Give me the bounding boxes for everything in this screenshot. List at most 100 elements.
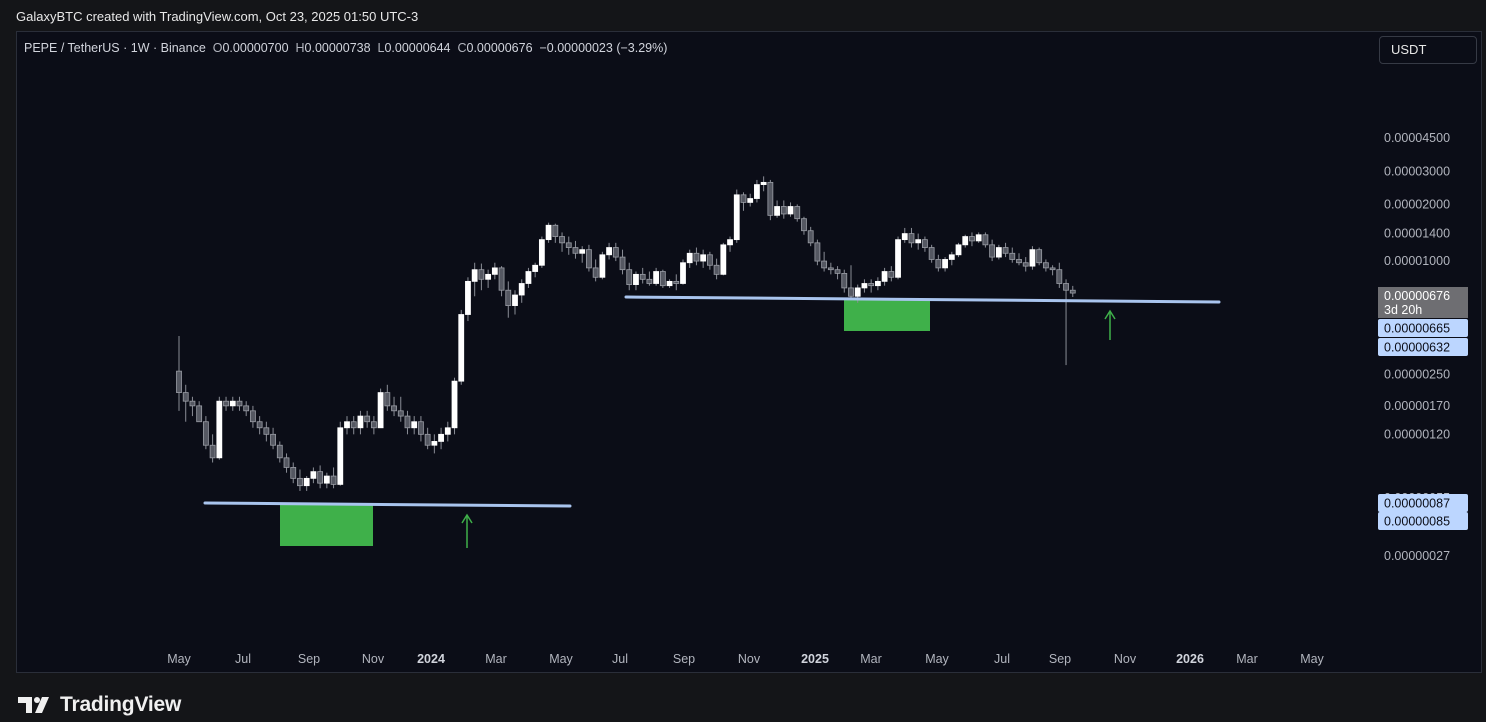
- x-axis-label: Sep: [673, 652, 695, 666]
- open-value: 0.00000700: [222, 41, 289, 55]
- y-axis-label: 0.00003000: [1384, 164, 1450, 178]
- candle-body: [955, 244, 962, 256]
- candle-body: [498, 267, 505, 291]
- price-tag-countdown: 3d 20h: [1384, 303, 1422, 317]
- candle-body: [908, 233, 915, 244]
- candle-body: [834, 269, 841, 274]
- candle-body: [1049, 267, 1056, 271]
- candle-body: [545, 224, 552, 241]
- attribution-text: GalaxyBTC created with TradingView.com, …: [16, 9, 419, 24]
- candle-body: [276, 444, 283, 459]
- candle-body: [485, 273, 492, 280]
- level-tag-bg: [1378, 319, 1468, 337]
- candle-body: [700, 254, 707, 262]
- candle-body: [922, 239, 928, 248]
- y-axis-label: 0.00000170: [1384, 399, 1450, 413]
- candle-body: [478, 269, 485, 280]
- candle-body: [451, 380, 458, 429]
- level-tag: 0.00000085: [1378, 512, 1468, 530]
- candle-body: [370, 421, 377, 429]
- candle-body: [223, 400, 229, 407]
- x-axis-label: Nov: [1114, 652, 1137, 666]
- candle-body: [303, 477, 310, 487]
- level-tag-value: 0.00000087: [1384, 497, 1450, 511]
- candle-body: [229, 400, 236, 407]
- candle-body: [525, 271, 532, 284]
- high-label: H: [295, 41, 305, 55]
- candle-body: [848, 287, 854, 297]
- candle-body: [881, 271, 888, 282]
- tradingview-logo-icon: [18, 697, 49, 713]
- candle-body: [377, 392, 384, 429]
- price-tag-bg: [1378, 287, 1468, 318]
- candle-body: [814, 242, 821, 262]
- candle-body: [297, 477, 303, 487]
- level-tag-value: 0.00000632: [1384, 341, 1450, 355]
- candle-body: [915, 239, 922, 244]
- close-label: C: [457, 41, 467, 55]
- chart-panel[interactable]: [16, 31, 1482, 673]
- candle-body: [572, 247, 579, 254]
- candle-body: [209, 444, 216, 459]
- candle-body: [868, 283, 875, 287]
- candle-body: [317, 471, 324, 484]
- candle-body: [552, 224, 559, 237]
- close-value: 0.00000676: [466, 41, 533, 55]
- candle-body: [612, 247, 619, 258]
- candle-body: [666, 280, 673, 287]
- x-axis-label: Sep: [298, 652, 320, 666]
- candle-body: [243, 405, 250, 412]
- candle-body: [693, 252, 700, 262]
- candle-body: [821, 260, 828, 269]
- candle-body: [444, 427, 451, 435]
- x-axis-label: Jul: [235, 652, 251, 666]
- footer-brand[interactable]: TradingView: [18, 692, 181, 718]
- candle-body: [344, 421, 350, 429]
- candle-body: [256, 421, 263, 429]
- candle-body: [740, 194, 747, 203]
- support-line-2025: [624, 295, 1221, 304]
- support-line-2023: [203, 501, 572, 508]
- candle-body: [559, 236, 565, 244]
- candle-body: [404, 415, 411, 429]
- candle-body: [532, 264, 539, 272]
- candle-body: [270, 433, 276, 446]
- y-axis-label: 0.00000120: [1384, 427, 1450, 441]
- candle-body: [538, 239, 545, 266]
- candle-body: [592, 267, 599, 278]
- candle-body: [512, 294, 518, 306]
- candle-body: [841, 272, 848, 289]
- candle-body: [1056, 269, 1063, 284]
- y-axis-label: 0.00001400: [1384, 227, 1450, 241]
- candle-body: [1042, 262, 1049, 269]
- candle-body: [310, 471, 317, 479]
- candle-body: [935, 259, 942, 269]
- candle-body: [337, 427, 344, 485]
- candle-body: [942, 259, 948, 269]
- currency-button[interactable]: USDT: [1379, 36, 1477, 64]
- candle-body: [754, 184, 760, 199]
- candle-body: [357, 415, 364, 429]
- x-axis-label: Mar: [860, 652, 882, 666]
- candle-body: [586, 249, 592, 269]
- accumulation-zone-highlight: [280, 504, 373, 546]
- x-axis-label: Nov: [738, 652, 761, 666]
- retest-zone-highlight: [844, 300, 930, 331]
- level-tag-bg: [1378, 512, 1468, 530]
- candle-body: [780, 206, 787, 215]
- candle-body: [250, 410, 256, 423]
- level-tag: 0.00000665: [1378, 319, 1468, 337]
- low-label: L: [377, 41, 385, 55]
- candle-body: [774, 206, 780, 216]
- candle-body: [801, 218, 807, 232]
- candle-body: [807, 230, 814, 244]
- symbol-label[interactable]: PEPE / TetherUS · 1W · Binance: [24, 41, 206, 55]
- level-tag-bg: [1378, 494, 1468, 512]
- candle-body: [391, 405, 397, 412]
- candle-body: [350, 421, 357, 429]
- x-axis-label: Jul: [612, 652, 628, 666]
- candle-body: [283, 457, 290, 468]
- candle-body: [263, 427, 270, 435]
